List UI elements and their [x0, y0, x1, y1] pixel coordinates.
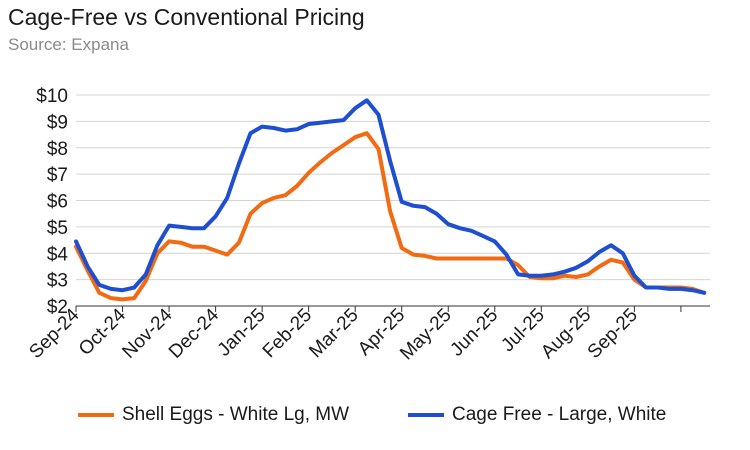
series-line-1	[74, 98, 707, 295]
legend-swatch-shell-eggs	[78, 413, 114, 417]
x-tick-label: May-25	[396, 305, 456, 365]
x-axis: Sep-24Oct-24Nov-24Dec-24Jan-25Feb-25Mar-…	[25, 304, 710, 364]
grid-lines	[76, 94, 710, 307]
y-tick-label: $7	[47, 165, 68, 186]
x-tick-label: Feb-25	[259, 305, 316, 362]
series-line-0	[74, 131, 707, 302]
legend: Shell Eggs - White Lg, MW Cage Free - La…	[0, 404, 750, 434]
x-tick-label: Sep-25	[584, 305, 642, 363]
chart-subtitle: Source: Expana	[8, 35, 129, 54]
legend-label-shell-eggs: Shell Eggs - White Lg, MW	[122, 404, 350, 425]
legend-label-cage-free: Cage Free - Large, White	[452, 404, 667, 425]
y-tick-label: $2	[47, 297, 68, 318]
line-chart: $2 $3 $4 $5 $6 $7 $8 $9 $10 Sep-24Oct-24Nov-24De…	[25, 86, 710, 364]
series-lines	[74, 98, 707, 302]
x-tick-label: Dec-24	[165, 304, 223, 362]
x-tick-label: Nov-24	[118, 304, 176, 362]
x-tick-label: Aug-25	[537, 305, 595, 363]
legend-swatch-cage-free	[408, 413, 444, 417]
legend-item-shell-eggs: Shell Eggs - White Lg, MW	[78, 404, 349, 426]
y-tick-label: $3	[47, 271, 68, 292]
y-tick-label: $6	[47, 192, 68, 213]
chart-title: Cage-Free vs Conventional Pricing	[8, 4, 365, 30]
x-tick-label: Jun-25	[446, 305, 502, 361]
x-tick-label: Mar-25	[305, 305, 362, 362]
y-axis: $2 $3 $4 $5 $6 $7 $8 $9 $10	[36, 86, 68, 318]
y-tick-label: $5	[47, 218, 68, 239]
y-tick-label: $4	[47, 244, 69, 265]
y-tick-label: $8	[47, 139, 68, 160]
x-tick-label: Jan-25	[214, 305, 270, 361]
y-tick-label: $10	[36, 86, 68, 107]
legend-item-cage-free: Cage Free - Large, White	[408, 404, 666, 426]
y-tick-label: $9	[47, 112, 68, 133]
